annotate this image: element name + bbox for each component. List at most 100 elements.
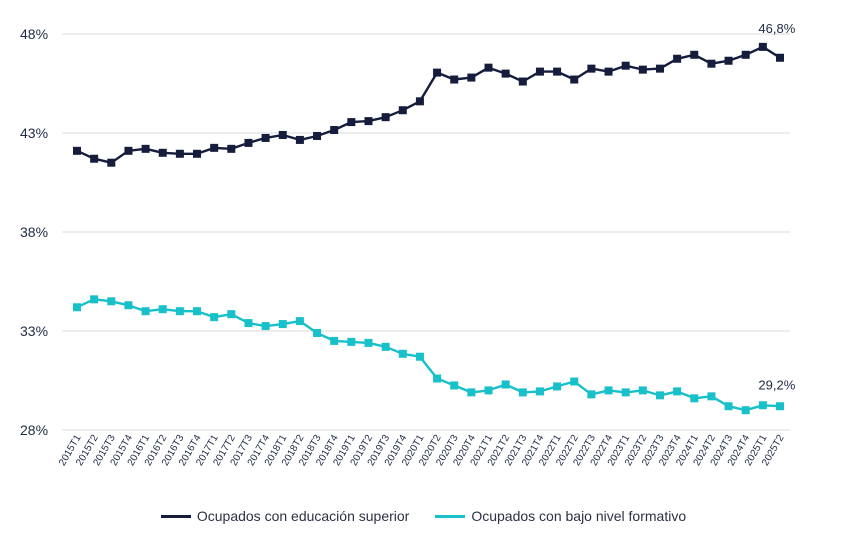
data-point — [553, 67, 562, 76]
data-point — [73, 146, 81, 155]
series-line-0 — [76, 45, 781, 164]
legend-label-educacion-superior: Ocupados con educación superior — [196, 508, 410, 524]
data-point — [295, 135, 304, 144]
data-point — [690, 50, 699, 59]
data-point — [141, 144, 150, 153]
data-point — [484, 386, 493, 395]
legend-swatch-bajo-nivel — [435, 514, 466, 518]
y-tick-label: 38% — [20, 224, 48, 240]
data-point — [175, 149, 184, 158]
data-point — [467, 388, 476, 397]
data-point — [107, 297, 116, 306]
line-chart: 28% 33% 38% 43% 48% 2015T12015T22015T32015T4… — [20, 21, 796, 468]
legend-label-bajo-nivel: Ocupados con bajo nivel formativo — [471, 508, 687, 524]
data-point — [210, 313, 219, 322]
data-point — [707, 392, 716, 401]
data-point — [501, 380, 510, 389]
data-point — [313, 328, 322, 337]
data-point — [433, 374, 442, 383]
data-point — [433, 68, 442, 77]
data-point — [604, 67, 613, 76]
data-point — [227, 310, 236, 319]
data-point — [193, 149, 202, 158]
data-point — [501, 69, 510, 78]
data-point — [741, 406, 750, 415]
data-point — [158, 305, 167, 314]
data-point — [638, 65, 647, 74]
data-point — [758, 401, 767, 410]
data-point — [553, 382, 562, 391]
data-point — [381, 342, 390, 351]
data-point — [398, 349, 407, 358]
data-point — [707, 59, 716, 68]
data-point — [724, 56, 733, 65]
data-point — [347, 337, 356, 346]
data-point — [364, 338, 373, 347]
data-point — [90, 154, 99, 163]
data-point — [518, 77, 527, 86]
y-tick-label: 28% — [20, 422, 48, 438]
data-point — [587, 390, 596, 399]
legend-item-educacion-superior: Ocupados con educación superior — [160, 508, 410, 524]
data-point — [570, 377, 579, 386]
data-point — [690, 394, 699, 403]
data-point — [278, 320, 287, 329]
data-point — [587, 64, 596, 73]
data-point — [673, 54, 682, 63]
gridlines — [62, 33, 790, 431]
data-point — [758, 42, 767, 51]
data-label-end-1: 29,2% — [758, 377, 795, 392]
data-point — [313, 131, 322, 140]
data-point — [124, 301, 133, 310]
data-point — [741, 50, 750, 59]
data-point — [381, 113, 390, 122]
data-point — [484, 63, 493, 72]
series-group — [73, 42, 784, 415]
data-point — [193, 307, 202, 316]
data-point — [776, 53, 784, 62]
data-point — [518, 388, 527, 397]
data-point — [535, 67, 544, 76]
data-point — [638, 386, 647, 395]
data-point — [347, 118, 356, 127]
data-point — [621, 388, 630, 397]
data-point — [210, 143, 219, 152]
data-point — [364, 117, 373, 126]
data-point — [73, 303, 81, 312]
data-point — [261, 133, 270, 142]
data-labels: 46,8% 29,2% — [758, 21, 795, 392]
data-point — [244, 138, 253, 147]
data-point — [450, 381, 459, 390]
data-point — [535, 387, 544, 396]
data-point — [398, 106, 407, 115]
data-point — [158, 148, 167, 157]
data-point — [124, 146, 133, 155]
x-axis-ticks: 2015T12015T22015T32015T42016T12016T22016… — [57, 433, 787, 468]
data-point — [570, 75, 579, 84]
data-point — [278, 130, 287, 139]
data-point — [415, 352, 424, 361]
legend: Ocupados con educación superior Ocupados… — [0, 508, 847, 524]
data-point — [655, 391, 664, 400]
data-point — [621, 61, 630, 70]
data-label-end-0: 46,8% — [758, 21, 795, 36]
y-tick-label: 48% — [20, 26, 48, 42]
data-point — [244, 319, 253, 328]
y-tick-label: 43% — [20, 125, 48, 141]
data-point — [655, 64, 664, 73]
data-point — [604, 386, 613, 395]
y-tick-label: 33% — [20, 323, 48, 339]
legend-swatch-educacion-superior — [160, 514, 191, 518]
legend-item-bajo-nivel: Ocupados con bajo nivel formativo — [435, 508, 686, 524]
data-point — [330, 336, 339, 345]
data-point — [450, 75, 459, 84]
data-point — [295, 317, 304, 326]
data-point — [330, 126, 339, 135]
data-point — [227, 144, 236, 153]
data-point — [776, 402, 784, 411]
data-point — [90, 295, 99, 304]
data-point — [107, 158, 116, 167]
data-point — [141, 307, 150, 316]
y-axis-ticks: 28% 33% 38% 43% 48% — [20, 26, 48, 438]
